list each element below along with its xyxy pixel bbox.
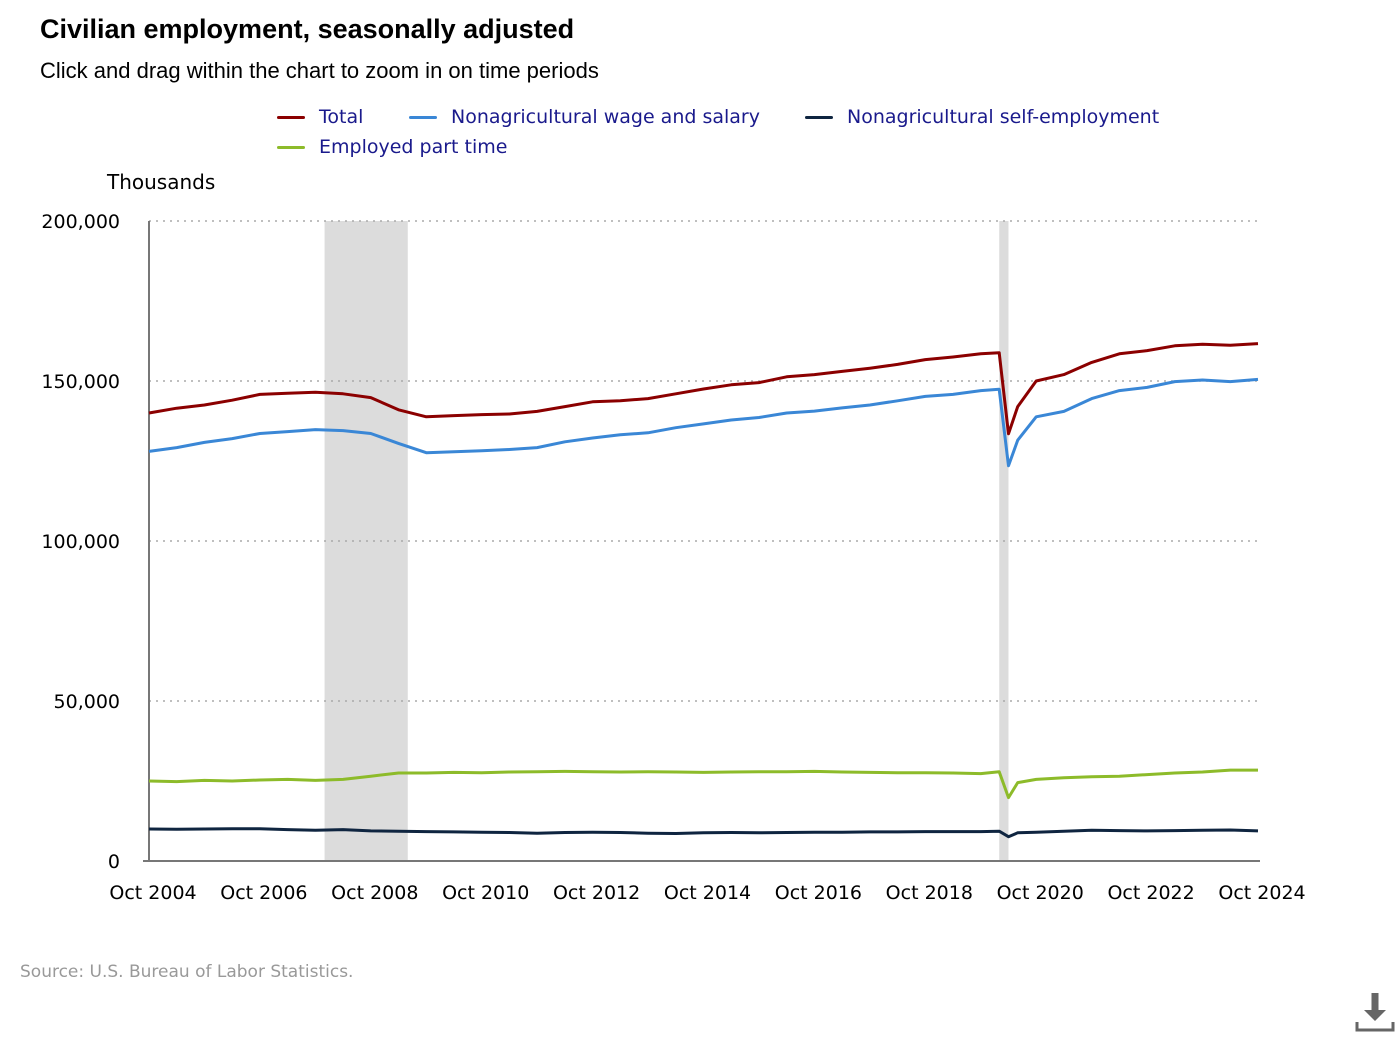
x-tick-label: Oct 2006	[220, 882, 307, 904]
x-tick-label: Oct 2004	[109, 882, 196, 904]
x-tick-label: Oct 2012	[553, 882, 640, 904]
gridlines	[149, 220, 1258, 702]
legend-swatch-total	[277, 115, 305, 119]
chart-subtitle: Click and drag within the chart to zoom …	[40, 58, 599, 83]
y-tick-label: 0	[108, 851, 120, 873]
x-tick-label: Oct 2010	[442, 882, 529, 904]
legend-item-self-employment[interactable]: Nonagricultural self-employment	[805, 106, 1159, 128]
legend-item-total[interactable]: Total	[277, 106, 363, 128]
x-tick-label: Oct 2024	[1218, 882, 1305, 904]
legend-swatch-wage-salary	[409, 115, 437, 119]
y-tick-label: 100,000	[41, 531, 120, 553]
chart-title: Civilian employment, seasonally adjusted	[40, 14, 575, 44]
download-icon	[1355, 993, 1395, 1032]
series-line-part-time[interactable]	[148, 768, 1258, 800]
y-tick-label: 150,000	[41, 371, 120, 393]
legend-label-part-time: Employed part time	[319, 136, 508, 158]
chart-plot[interactable]: 0 50,000 100,000 150,000 200,000 Oct 2004 Oct …	[0, 0, 1400, 940]
source-note: Source: U.S. Bureau of Labor Statistics.	[20, 962, 354, 982]
legend-item-wage-salary[interactable]: Nonagricultural wage and salary	[409, 106, 760, 128]
legend-label-wage-salary: Nonagricultural wage and salary	[451, 106, 760, 128]
y-axis-label: Thousands	[106, 170, 215, 194]
series-line-total[interactable]	[148, 342, 1259, 436]
x-tick-label: Oct 2018	[886, 882, 973, 904]
download-button[interactable]	[1352, 990, 1398, 1036]
series-line-wage-salary[interactable]	[148, 377, 1259, 468]
chart-legend: Total Nonagricultural wage and salary No…	[0, 0, 1400, 170]
legend-label-total: Total	[319, 106, 364, 128]
series-lines	[148, 342, 1259, 839]
y-tick-label: 200,000	[41, 211, 120, 233]
x-tick-label: Oct 2020	[997, 882, 1084, 904]
series-line-self-employment[interactable]	[148, 827, 1259, 839]
legend-item-part-time[interactable]: Employed part time	[277, 136, 507, 158]
y-tick-label: 50,000	[54, 691, 120, 713]
x-tick-label: Oct 2014	[664, 882, 751, 904]
x-tick-label: Oct 2016	[775, 882, 862, 904]
legend-label-self-employment: Nonagricultural self-employment	[847, 106, 1160, 128]
x-tick-label: Oct 2022	[1107, 882, 1194, 904]
x-tick-label: Oct 2008	[331, 882, 418, 904]
legend-swatch-self-employment	[805, 115, 833, 119]
legend-swatch-part-time	[277, 145, 305, 149]
axes: 0 50,000 100,000 150,000 200,000 Oct 2004 Oct …	[41, 211, 1305, 904]
